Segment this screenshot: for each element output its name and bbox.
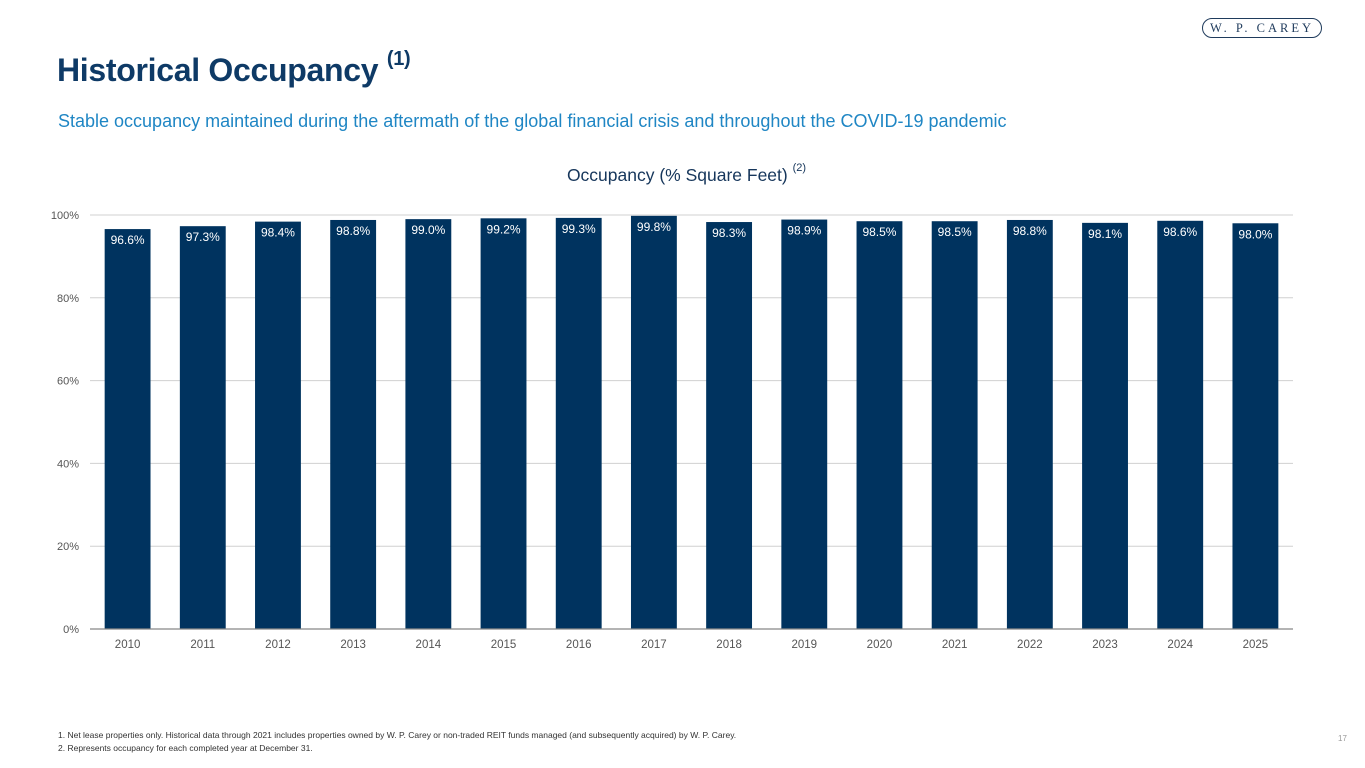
y-tick-label: 100% — [51, 210, 79, 222]
x-tick-label: 2023 — [1092, 639, 1118, 651]
chart-title: Occupancy (% Square Feet) (2) — [0, 162, 1365, 186]
x-tick-label: 2025 — [1243, 639, 1269, 651]
y-tick-label: 40% — [57, 458, 79, 470]
page-number: 17 — [1338, 734, 1347, 743]
bar — [1006, 219, 1053, 629]
data-label: 98.4% — [261, 226, 295, 240]
bars — [104, 215, 1279, 630]
footnotes: 1. Net lease properties only. Historical… — [58, 729, 736, 755]
page-title-text: Historical Occupancy — [57, 52, 379, 88]
bar — [255, 221, 301, 629]
bar — [1157, 220, 1204, 629]
data-label: 99.8% — [637, 220, 671, 234]
company-logo: W. P. CAREY — [1202, 18, 1322, 38]
x-tick-label: 2017 — [641, 639, 667, 651]
page-title: Historical Occupancy (1) — [57, 48, 411, 89]
x-tick-label: 2014 — [416, 639, 442, 651]
data-label: 99.2% — [487, 222, 521, 236]
x-tick-label: 2024 — [1167, 639, 1193, 651]
data-label: 98.3% — [712, 226, 746, 240]
data-label: 98.0% — [1238, 227, 1272, 241]
data-labels: 96.6% 97.3% 98.4% 98.8% 99.0% 99.2% 99.3% 99.8%… — [111, 220, 1273, 247]
chart-title-text: Occupancy (% Square Feet) — [566, 165, 788, 185]
y-tick-label: 80% — [57, 293, 79, 305]
page-subtitle: Stable occupancy maintained during the a… — [58, 111, 1007, 131]
bar — [555, 217, 602, 629]
bar — [1082, 222, 1128, 629]
x-tick-label: 2013 — [340, 639, 366, 651]
x-tick-label: 2016 — [566, 639, 592, 651]
x-tick-label: 2018 — [716, 639, 742, 651]
x-tick-label: 2011 — [190, 639, 215, 651]
data-label: 98.8% — [1013, 224, 1047, 238]
y-tick-label: 60% — [57, 376, 79, 388]
bar — [330, 219, 377, 629]
x-tick-label: 2021 — [942, 639, 968, 651]
x-tick-label: 2020 — [867, 639, 893, 651]
x-tick-label: 2012 — [265, 639, 291, 651]
data-label: 98.6% — [1163, 225, 1197, 239]
title-footnote-ref: (1) — [386, 48, 411, 71]
bar — [480, 218, 527, 629]
footnote-1: 1. Net lease properties only. Historical… — [58, 730, 737, 740]
data-label: 98.5% — [938, 225, 972, 239]
x-tick-label: 2010 — [115, 639, 141, 651]
footnote-2: 2. Represents occupancy for each complet… — [58, 743, 313, 753]
data-label: 99.0% — [411, 223, 445, 237]
data-label: 98.1% — [1088, 227, 1122, 241]
bar — [630, 215, 677, 629]
bar — [104, 229, 151, 630]
data-label: 98.9% — [787, 224, 821, 238]
x-tick-label: 2019 — [791, 639, 817, 651]
y-tick-label: 20% — [57, 541, 79, 553]
y-tick-label: 0% — [63, 624, 79, 636]
bar — [179, 226, 226, 630]
x-axis-tick-labels: 2010 2011 2012 2013 2014 2015 2016 2017 2018 2019… — [115, 639, 1268, 651]
bar — [706, 222, 753, 629]
y-axis-tick-labels: 0% 20% 40% 60% 80% 100% — [51, 210, 79, 636]
bar — [856, 221, 903, 629]
x-tick-label: 2022 — [1017, 639, 1043, 651]
bar — [931, 221, 978, 629]
chart-title-footnote-ref: (2) — [792, 162, 807, 175]
bar — [781, 219, 828, 629]
data-label: 97.3% — [186, 230, 220, 244]
data-label: 98.5% — [862, 225, 896, 239]
data-label: 99.3% — [562, 222, 596, 236]
bar — [1232, 223, 1279, 629]
data-label: 96.6% — [111, 233, 145, 247]
x-tick-label: 2015 — [491, 639, 517, 651]
data-label: 98.8% — [336, 224, 370, 238]
bar — [405, 219, 452, 629]
